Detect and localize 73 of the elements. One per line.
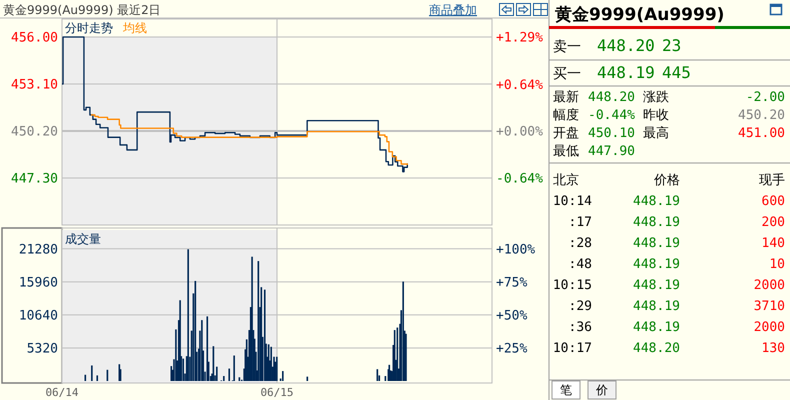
text: 2000: [754, 320, 785, 335]
text: :17: [568, 215, 592, 230]
text: 幅度: [553, 107, 579, 123]
text: 448.19: [633, 236, 680, 251]
text: 450.20: [738, 108, 785, 123]
y2-tick-label: +75%: [496, 275, 528, 290]
text: 10:15: [552, 278, 592, 293]
text: 448.19: [633, 215, 680, 230]
text: 448.19: [633, 194, 680, 209]
text: 黄金9999(Au9999): [554, 5, 724, 25]
text: 448.19: [633, 257, 680, 272]
text: 均线: [122, 21, 147, 35]
text: 10:17: [552, 341, 592, 356]
text: 130: [762, 341, 785, 356]
text: 448.20: [633, 341, 680, 356]
text: 商品叠加: [429, 3, 477, 17]
text: 448.20: [597, 36, 655, 55]
text: 448.20: [588, 90, 635, 105]
text: 昨收: [643, 108, 669, 123]
text: 现手: [759, 173, 785, 188]
y-tick-label: 15960: [18, 275, 58, 290]
text: :29: [568, 299, 592, 314]
text: -2.00: [746, 90, 785, 105]
x-tick-label: 06/15: [260, 386, 294, 399]
text: 448.19: [633, 320, 680, 335]
text: 448.19: [597, 63, 655, 82]
y-tick-label: 447.30: [11, 172, 58, 187]
text: 445: [662, 63, 691, 82]
y-tick-label: 5320: [26, 341, 58, 356]
y-tick-label: 450.20: [11, 124, 58, 140]
text: -0.44%: [588, 108, 636, 123]
y-tick-label: 10640: [18, 308, 58, 324]
y2-tick-label: +0.64%: [496, 78, 544, 93]
text: 笔: [560, 383, 572, 397]
y2-tick-label: -0.64%: [496, 171, 544, 186]
x-tick-label: 06/14: [45, 386, 79, 399]
text: 450.10: [588, 126, 635, 141]
y2-tick-label: +50%: [496, 308, 528, 324]
chart-title: 成交量: [65, 232, 101, 246]
text: 开盘: [553, 126, 579, 141]
text: 448.19: [633, 278, 680, 293]
text: 最低: [553, 144, 579, 159]
y2-tick-label: +100%: [496, 242, 536, 258]
text: 北京: [553, 173, 579, 188]
text: 10: [769, 257, 785, 272]
text: 2000: [754, 278, 785, 293]
chart-title: 黄金9999(Au9999) 最近2日: [3, 3, 161, 17]
y-tick-label: 456.00: [11, 30, 58, 46]
text: 3710: [754, 299, 785, 314]
text: 价格: [653, 173, 680, 188]
text: 447.90: [588, 144, 635, 159]
text: 最高: [643, 125, 669, 141]
y2-tick-label: +25%: [496, 341, 528, 356]
text: 最新: [553, 90, 579, 105]
text: :28: [568, 236, 592, 251]
text: :36: [568, 320, 592, 335]
text: 买一: [553, 66, 581, 82]
text: 200: [762, 215, 785, 230]
text: 价: [595, 383, 608, 397]
text: 140: [762, 236, 785, 251]
y-tick-label: 21280: [18, 242, 58, 258]
y2-tick-label: +0.00%: [496, 124, 544, 140]
y-tick-label: 453.10: [11, 78, 58, 93]
text: :48: [568, 257, 592, 272]
text: 451.00: [738, 126, 785, 141]
text: 448.19: [633, 299, 680, 314]
text: 涨跌: [643, 90, 669, 105]
text: 23: [662, 36, 682, 55]
y2-tick-label: +1.29%: [496, 30, 544, 46]
text: 卖一: [553, 39, 581, 55]
text: 600: [762, 194, 785, 209]
series-label: 分时走势: [65, 21, 113, 35]
text: 10:14: [552, 194, 592, 209]
